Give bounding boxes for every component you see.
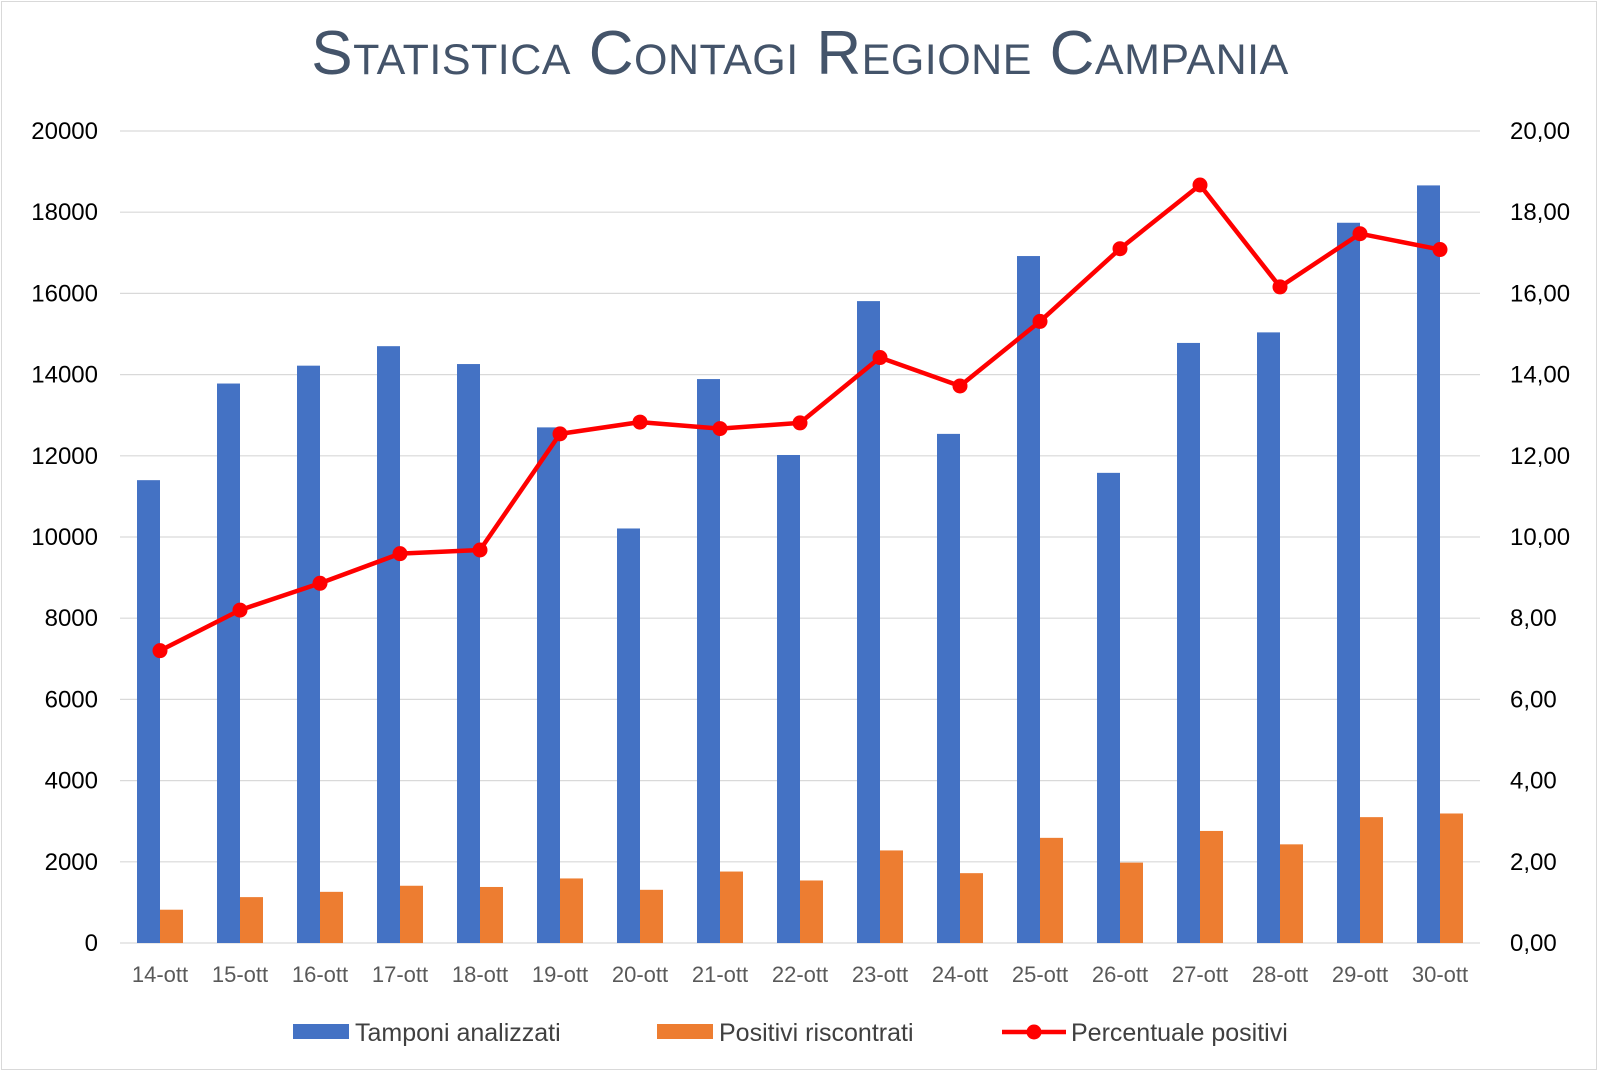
x-tick-label: 29-ott	[1332, 962, 1388, 987]
bar-positivi	[560, 878, 583, 943]
bar-tamponi	[697, 379, 720, 943]
y-left-tick-label: 12000	[31, 443, 98, 470]
legend-marker	[1026, 1024, 1042, 1040]
y-right-tick-label: 14,00	[1510, 362, 1570, 389]
bar-positivi	[400, 885, 423, 943]
x-tick-label: 28-ott	[1252, 962, 1308, 987]
bar-tamponi	[937, 433, 960, 943]
line-point	[1272, 279, 1288, 295]
bar-tamponi	[1017, 256, 1040, 944]
bar-tamponi	[1417, 185, 1440, 944]
line-point	[792, 415, 808, 431]
bar-positivi	[1280, 844, 1303, 943]
y-right-tick-label: 12,00	[1510, 443, 1570, 470]
bar-positivi	[480, 886, 503, 943]
bar-positivi	[1360, 817, 1383, 943]
line-point	[152, 643, 168, 659]
line-point	[952, 378, 968, 394]
chart-title: Statistica Contagi Regione Campania	[311, 19, 1289, 88]
x-tick-label: 16-ott	[292, 962, 348, 987]
bar-positivi	[880, 850, 903, 943]
y-left-tick-label: 20000	[31, 118, 98, 145]
line-point	[232, 602, 248, 618]
bar-tamponi	[137, 480, 160, 943]
x-tick-label: 23-ott	[852, 962, 908, 987]
y-right-tick-label: 0,00	[1510, 930, 1557, 957]
x-tick-label: 24-ott	[932, 962, 988, 987]
bar-tamponi	[1337, 222, 1360, 944]
bar-positivi	[640, 889, 663, 943]
x-tick-label: 18-ott	[452, 962, 508, 987]
legend-swatch	[657, 1024, 713, 1039]
x-tick-label: 25-ott	[1012, 962, 1068, 987]
y-left-tick-label: 4000	[45, 768, 98, 795]
line-point	[632, 414, 648, 430]
line-point	[712, 421, 728, 437]
y-left-tick-label: 16000	[31, 280, 98, 307]
y-right-tick-label: 20,00	[1510, 118, 1570, 145]
bar-positivi	[320, 891, 343, 943]
x-tick-label: 17-ott	[372, 962, 428, 987]
legend-label: Positivi riscontrati	[719, 1019, 914, 1047]
line-point	[1432, 242, 1448, 258]
bar-positivi	[1120, 862, 1143, 943]
bar-positivi	[1440, 813, 1463, 943]
bar-positivi	[1040, 837, 1063, 943]
x-tick-label: 20-ott	[612, 962, 668, 987]
bar-tamponi	[617, 528, 640, 943]
x-tick-label: 19-ott	[532, 962, 588, 987]
y-right-tick-label: 10,00	[1510, 524, 1570, 551]
y-left-tick-label: 18000	[31, 199, 98, 226]
y-right-tick-label: 16,00	[1510, 280, 1570, 307]
x-tick-label: 27-ott	[1172, 962, 1228, 987]
bar-positivi	[240, 897, 263, 943]
bar-positivi	[960, 873, 983, 943]
line-point	[392, 546, 408, 562]
y-right-tick-label: 18,00	[1510, 199, 1570, 226]
line-point	[1032, 313, 1048, 329]
x-tick-label: 22-ott	[772, 962, 828, 987]
y-left-tick-label: 10000	[31, 524, 98, 551]
bar-positivi	[800, 880, 823, 943]
line-point	[1352, 226, 1368, 242]
y-right-tick-label: 6,00	[1510, 686, 1557, 713]
legend-swatch	[293, 1024, 349, 1039]
line-point	[1112, 241, 1128, 257]
x-tick-label: 26-ott	[1092, 962, 1148, 987]
bar-tamponi	[377, 346, 400, 943]
line-point	[1192, 177, 1208, 193]
x-tick-label: 30-ott	[1412, 962, 1468, 987]
x-tick-label: 14-ott	[132, 962, 188, 987]
bar-tamponi	[1097, 472, 1120, 943]
bar-tamponi	[537, 427, 560, 943]
y-left-tick-label: 8000	[45, 605, 98, 632]
bar-tamponi	[857, 301, 880, 943]
bar-positivi	[1200, 830, 1223, 943]
y-left-tick-label: 0	[85, 930, 98, 957]
x-tick-label: 15-ott	[212, 962, 268, 987]
bar-tamponi	[457, 364, 480, 943]
line-point	[472, 542, 488, 558]
y-left-tick-label: 2000	[45, 849, 98, 876]
bar-tamponi	[217, 383, 240, 944]
x-tick-label: 21-ott	[692, 962, 748, 987]
line-point	[552, 426, 568, 442]
bar-tamponi	[297, 365, 320, 944]
y-right-tick-label: 8,00	[1510, 605, 1557, 632]
bar-tamponi	[1257, 332, 1280, 944]
line-point	[872, 350, 888, 366]
y-left-tick-label: 14000	[31, 362, 98, 389]
bar-tamponi	[777, 454, 800, 943]
y-right-tick-label: 2,00	[1510, 849, 1557, 876]
y-left-tick-label: 6000	[45, 686, 98, 713]
legend-label: Percentuale positivi	[1071, 1019, 1288, 1047]
bar-tamponi	[1177, 342, 1200, 943]
bar-positivi	[720, 871, 743, 943]
legend-label: Tamponi analizzati	[355, 1019, 561, 1047]
bar-positivi	[160, 909, 183, 943]
line-point	[312, 575, 328, 591]
y-right-tick-label: 4,00	[1510, 768, 1557, 795]
